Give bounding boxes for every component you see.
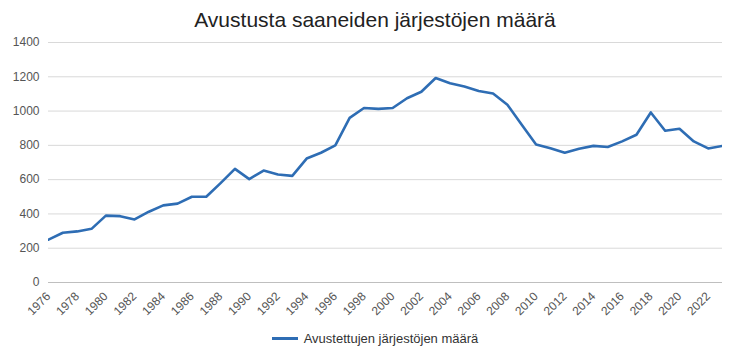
svg-text:1986: 1986 [168,289,197,318]
svg-text:1990: 1990 [225,289,254,318]
svg-text:2004: 2004 [426,289,455,318]
svg-text:1988: 1988 [197,289,226,318]
svg-text:2002: 2002 [397,289,426,318]
svg-text:1400: 1400 [13,35,40,49]
svg-text:0: 0 [33,275,40,289]
svg-text:1984: 1984 [139,289,168,318]
svg-text:1998: 1998 [340,289,369,318]
svg-text:1994: 1994 [283,289,312,318]
svg-text:1976: 1976 [25,289,54,318]
svg-text:1200: 1200 [13,70,40,84]
svg-text:800: 800 [19,138,39,152]
svg-text:1980: 1980 [82,289,111,318]
svg-text:600: 600 [19,172,39,186]
svg-text:2014: 2014 [569,289,598,318]
svg-text:2006: 2006 [455,289,484,318]
svg-text:2012: 2012 [541,289,570,318]
html-text:Avustusta saaneiden järjestöje: Avustusta saaneiden järjestöjen määrä [194,8,556,31]
svg-text:1982: 1982 [111,289,140,318]
svg-text:2020: 2020 [656,289,685,318]
svg-text:2022: 2022 [684,289,713,318]
svg-text:2010: 2010 [512,289,541,318]
svg-text:2008: 2008 [483,289,512,318]
svg-text:400: 400 [19,207,39,221]
svg-text:2018: 2018 [627,289,656,318]
html-text:Avustettujen järjestöjen määrä: Avustettujen järjestöjen määrä [303,330,479,346]
svg-text:1000: 1000 [13,104,40,118]
svg-text:2000: 2000 [369,289,398,318]
svg-text:1978: 1978 [53,289,82,318]
svg-text:2016: 2016 [598,289,627,318]
svg-text:200: 200 [19,241,39,255]
svg-text:1996: 1996 [311,289,340,318]
svg-text:1992: 1992 [254,289,283,318]
